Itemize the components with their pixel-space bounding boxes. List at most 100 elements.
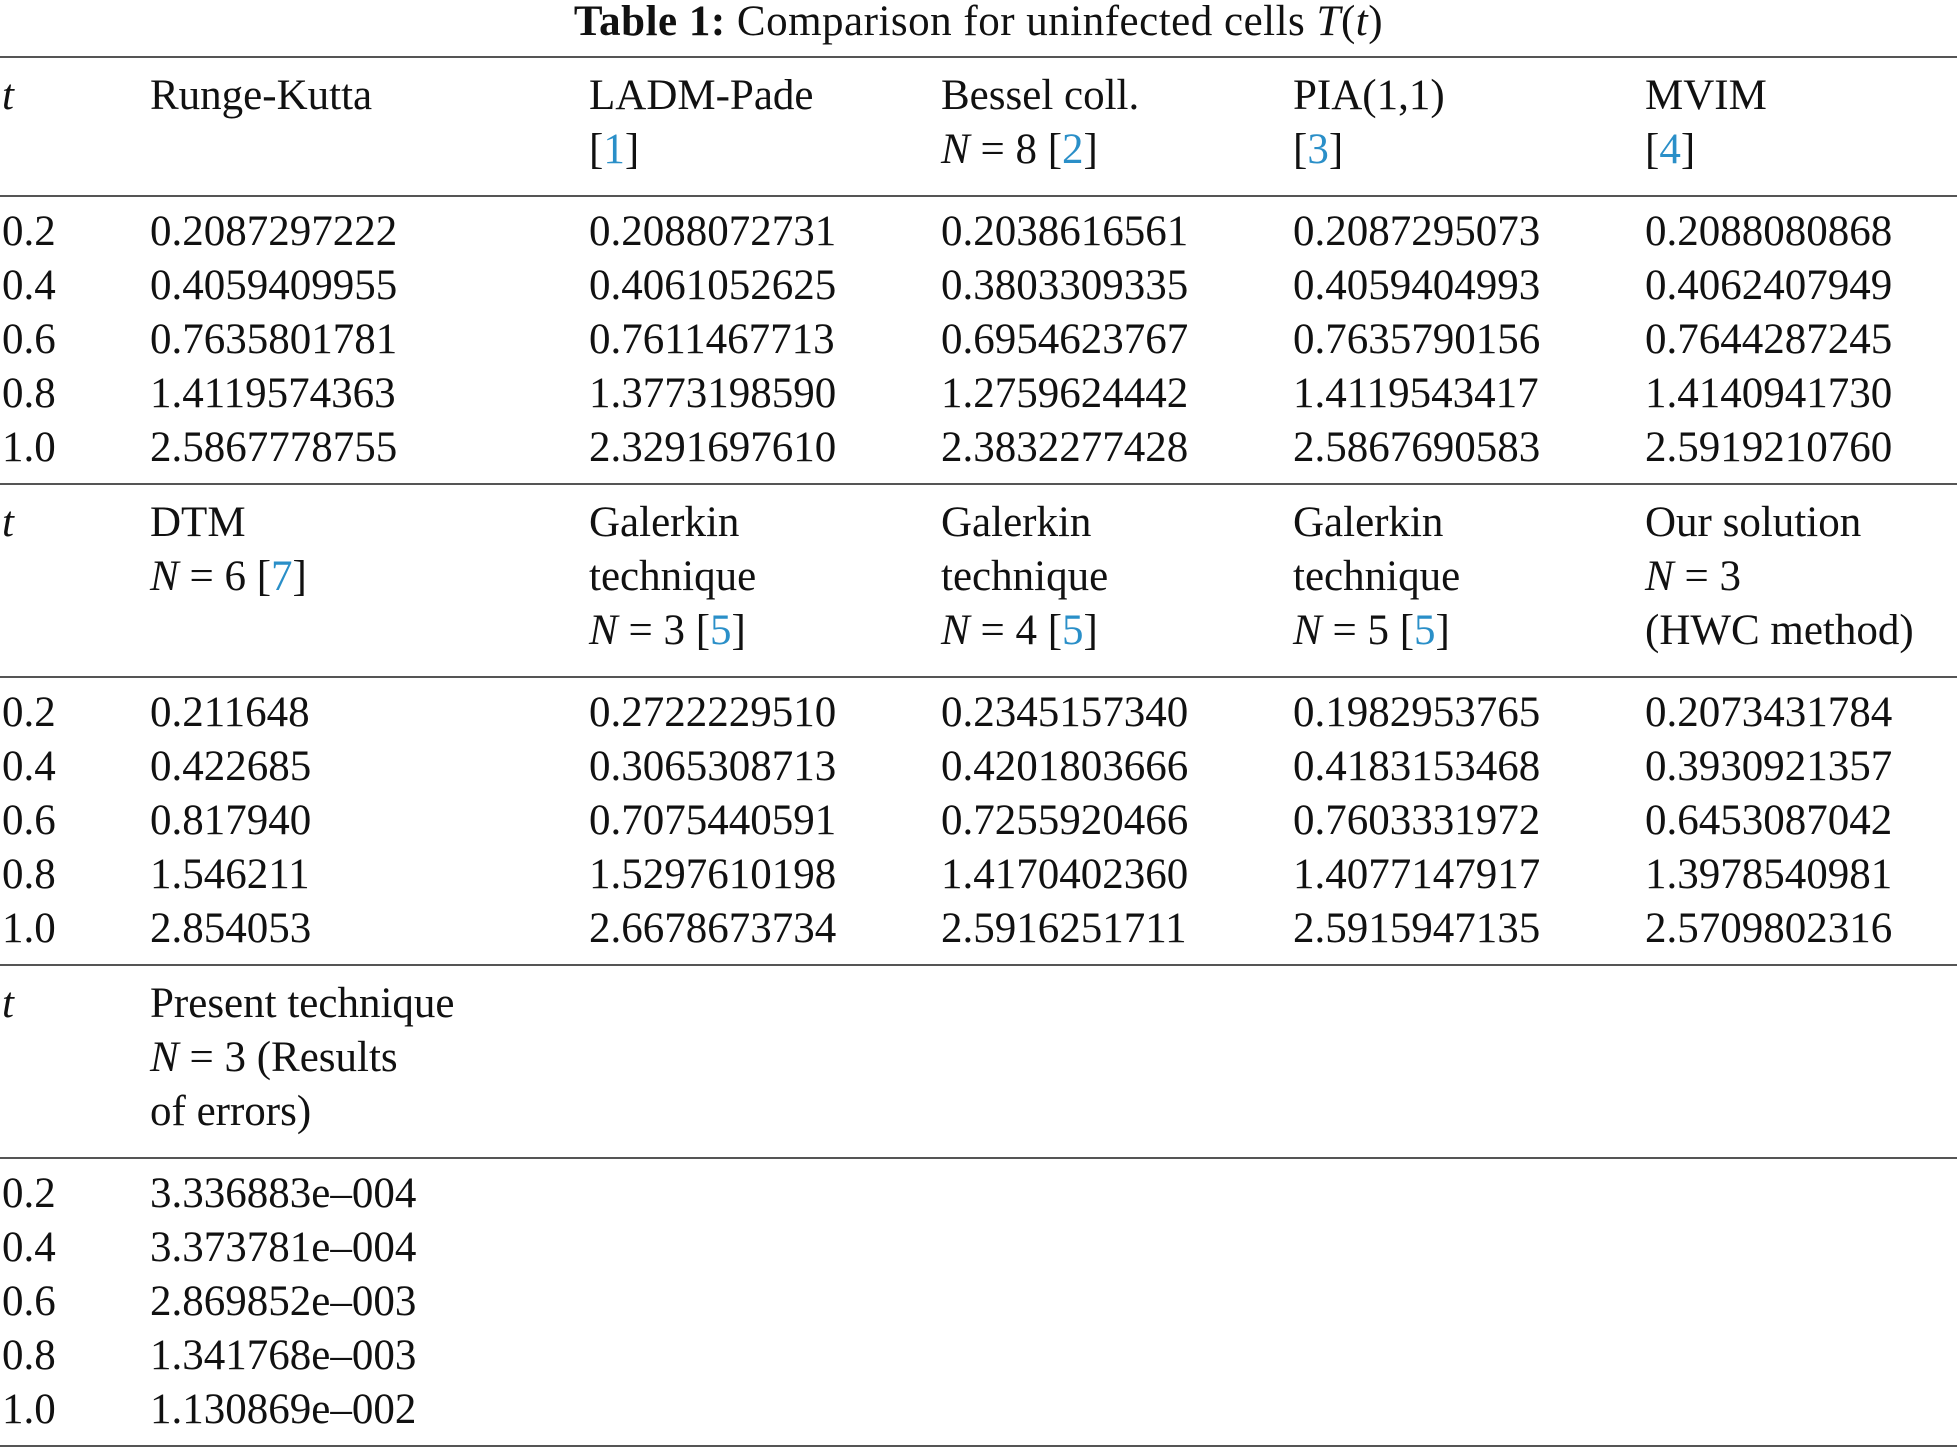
header-row: t Runge-Kutta LADM-Pade [1] Bessel coll. N = … bbox=[0, 69, 1957, 177]
table-cell: 0.211648 bbox=[150, 689, 310, 736]
table-cell: 0.7644287245 bbox=[1645, 316, 1893, 363]
bracket-close: ] bbox=[624, 126, 640, 173]
header-text: LADM-Pade bbox=[589, 72, 814, 119]
table-row: 1.0 1.130869e–002 bbox=[0, 1383, 1957, 1437]
header-line: (HWC method) bbox=[1645, 604, 1914, 658]
header-line: N = 3 bbox=[1645, 553, 1741, 600]
header-text: technique bbox=[589, 553, 757, 600]
section-rule bbox=[0, 483, 1957, 485]
table-cell: 2.3832277428 bbox=[941, 424, 1189, 471]
header-line: technique bbox=[1293, 550, 1460, 604]
header-row: t DTM N = 6 [7] Galerkin technique N = 3 [5] G… bbox=[0, 496, 1957, 658]
table-row: 1.0 2.854053 2.6678673734 2.5916251711 2.591… bbox=[0, 902, 1957, 956]
table-cell: 1.0 bbox=[2, 424, 56, 471]
header-text: Present technique bbox=[150, 980, 455, 1027]
header-line: Galerkin bbox=[589, 496, 756, 550]
header-line: N = 8 [2] bbox=[941, 126, 1098, 173]
table-cell: 0.6 bbox=[2, 797, 56, 844]
header-line: N = 3 [5] bbox=[589, 607, 746, 654]
table-cell: 1.130869e–002 bbox=[150, 1386, 417, 1433]
header-text: (HWC method) bbox=[1645, 607, 1914, 654]
header-text: t bbox=[2, 72, 14, 119]
header-text: Bessel coll. bbox=[941, 72, 1140, 119]
citation-link[interactable]: 4 bbox=[1659, 126, 1681, 173]
header-cell: Present technique N = 3 (Results of errors… bbox=[150, 977, 455, 1139]
table-cell: 0.2 bbox=[2, 1170, 56, 1217]
n-value: 4 bbox=[1015, 607, 1037, 654]
header-line: t bbox=[2, 496, 14, 550]
n-value: 3 bbox=[224, 1034, 246, 1081]
table-cell: 0.6453087042 bbox=[1645, 797, 1893, 844]
n-value: 3 bbox=[1719, 553, 1741, 600]
table-cell: 0.7603331972 bbox=[1293, 797, 1541, 844]
table-cell: 0.4062407949 bbox=[1645, 262, 1893, 309]
header-rule bbox=[0, 195, 1957, 197]
header-cell: Galerkin technique N = 4 [5] bbox=[941, 496, 1108, 658]
table-caption: Table 1: Comparison for uninfected cells… bbox=[0, 0, 1957, 44]
header-line: technique bbox=[589, 550, 756, 604]
bracket-open: [ bbox=[1047, 126, 1063, 173]
citation-link[interactable]: 5 bbox=[1062, 607, 1084, 654]
table-cell: 2.5915947135 bbox=[1293, 905, 1541, 952]
citation-link[interactable]: 1 bbox=[603, 126, 625, 173]
citation-link[interactable]: 5 bbox=[1414, 607, 1436, 654]
header-line: Bessel coll. bbox=[941, 69, 1139, 123]
table-cell: 0.4 bbox=[2, 262, 56, 309]
n-value: 8 bbox=[1015, 126, 1037, 173]
header-cell: LADM-Pade [1] bbox=[589, 69, 814, 177]
header-row: t Present technique N = 3 (Results of error… bbox=[0, 977, 1957, 1139]
header-cell: Runge-Kutta bbox=[150, 69, 372, 123]
header-text: t bbox=[2, 980, 14, 1027]
table-cell: 0.3803309335 bbox=[941, 262, 1189, 309]
table-cell: 0.2073431784 bbox=[1645, 689, 1893, 736]
citation-link[interactable]: 3 bbox=[1307, 126, 1329, 173]
table-cell: 0.4 bbox=[2, 1224, 56, 1271]
table-cell: 1.341768e–003 bbox=[150, 1332, 417, 1379]
header-text: Galerkin bbox=[1293, 499, 1444, 546]
table-cell: 0.7635790156 bbox=[1293, 316, 1541, 363]
citation-link[interactable]: 5 bbox=[710, 607, 732, 654]
table-cell: 0.2088072731 bbox=[589, 208, 837, 255]
table-cell: 0.4059404993 bbox=[1293, 262, 1541, 309]
table-cell: 2.5709802316 bbox=[1645, 905, 1893, 952]
table-cell: 0.2087297222 bbox=[150, 208, 398, 255]
table-cell: 0.2345157340 bbox=[941, 689, 1189, 736]
table-cell: 1.4119543417 bbox=[1293, 370, 1539, 417]
citation-link[interactable]: 7 bbox=[271, 553, 293, 600]
header-text: of errors) bbox=[150, 1088, 312, 1135]
table-cell: 0.8 bbox=[2, 370, 56, 417]
n-symbol: N bbox=[1293, 607, 1322, 654]
bracket-open: [ bbox=[1293, 126, 1308, 173]
table-cell: 0.7255920466 bbox=[941, 797, 1189, 844]
table-cell: 2.6678673734 bbox=[589, 905, 837, 952]
citation-link[interactable]: 2 bbox=[1062, 126, 1084, 173]
bracket-open: [ bbox=[256, 553, 272, 600]
header-cell: MVIM [4] bbox=[1645, 69, 1767, 177]
table-row: 0.6 0.7635801781 0.7611467713 0.6954623767 0… bbox=[0, 313, 1957, 367]
bracket-close: ] bbox=[1083, 126, 1098, 173]
table-cell: 0.6 bbox=[2, 1278, 56, 1325]
header-line: t bbox=[2, 69, 14, 123]
table-row: 0.2 0.211648 0.2722229510 0.2345157340 0.198… bbox=[0, 686, 1957, 740]
header-line: t bbox=[2, 977, 14, 1031]
header-line: N = 3 (Results bbox=[150, 1034, 398, 1081]
header-line: N = 5 [5] bbox=[1293, 607, 1450, 654]
bracket-close: ] bbox=[1435, 607, 1450, 654]
header-cell: t bbox=[2, 496, 14, 550]
header-line: N = 4 [5] bbox=[941, 607, 1098, 654]
table-row: 0.8 1.4119574363 1.3773198590 1.2759624442 1… bbox=[0, 367, 1957, 421]
bracket-close: ] bbox=[1328, 126, 1344, 173]
header-line: [4] bbox=[1645, 123, 1767, 177]
table-row: 1.0 2.5867778755 2.3291697610 2.3832277428 2… bbox=[0, 421, 1957, 475]
header-line: Present technique bbox=[150, 977, 455, 1031]
header-line: MVIM bbox=[1645, 69, 1767, 123]
table-cell: 2.5919210760 bbox=[1645, 424, 1893, 471]
header-text: Galerkin bbox=[589, 499, 740, 546]
header-rule bbox=[0, 1157, 1957, 1159]
table-cell: 0.1982953765 bbox=[1293, 689, 1541, 736]
table-top-rule bbox=[0, 56, 1957, 58]
header-text: Galerkin bbox=[941, 499, 1092, 546]
table-cell: 1.4170402360 bbox=[941, 851, 1189, 898]
table-cell: 3.336883e–004 bbox=[150, 1170, 417, 1217]
header-line: N = 6 [7] bbox=[150, 553, 307, 600]
